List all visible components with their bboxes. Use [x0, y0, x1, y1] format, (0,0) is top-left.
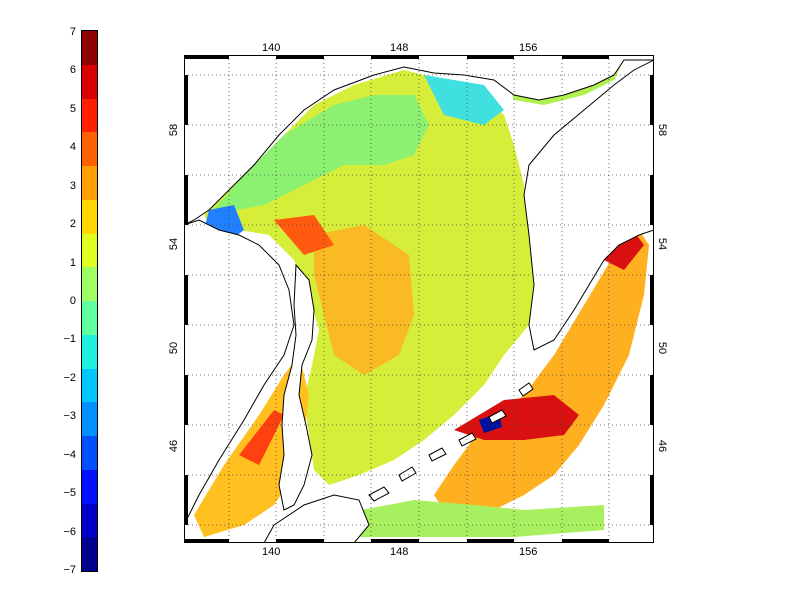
- colorbar-step: [82, 267, 97, 301]
- mainland-west: [184, 219, 295, 526]
- colorbar-tick-label: 1: [69, 256, 76, 269]
- kuril-islands: [368, 382, 534, 502]
- lon-label-top-140: 140: [262, 42, 281, 54]
- colorbar-step: [82, 166, 97, 200]
- colorbar-tick-label: −3: [63, 410, 76, 423]
- lat-label-left-50: 50: [168, 341, 181, 355]
- colorbar-step: [82, 368, 97, 403]
- hokkaido-island: [263, 494, 370, 543]
- colorbar-tick-label: 0: [69, 295, 76, 307]
- colorbar-step: [82, 64, 97, 99]
- okhotsk-north-cyan: [424, 75, 504, 125]
- colorbar-step: [82, 31, 97, 65]
- lat-label-right-46: 46: [656, 439, 669, 453]
- colorbar-tick-label: 7: [69, 26, 76, 38]
- lat-label-right-58: 58: [656, 123, 669, 137]
- pacific-south-strip: [334, 500, 604, 537]
- lat-label-left-46: 46: [168, 439, 181, 453]
- lon-label-bottom-148: 148: [390, 546, 409, 558]
- colorbar-tick-label: −1: [63, 333, 76, 346]
- sea-of-okhotsk-map: [184, 55, 654, 543]
- okhotsk-warm-core: [314, 225, 414, 375]
- colorbar-step: [82, 503, 97, 538]
- japan-sea-red-streak: [239, 410, 284, 465]
- colorbar-tick-label: 2: [69, 218, 76, 231]
- colorbar-step: [82, 402, 97, 436]
- colorbar-tick-label: 5: [69, 102, 76, 115]
- colorbar-tick-label: −7: [63, 564, 76, 576]
- kamchatka-peninsula: [523, 59, 654, 351]
- pacific-field: [434, 230, 649, 525]
- colorbar-step: [82, 469, 97, 504]
- colorbar-tick-label: −4: [63, 448, 76, 461]
- lon-label-bottom-156: 156: [519, 546, 538, 558]
- colorbar: [81, 30, 98, 572]
- siberia-coast: [184, 55, 654, 226]
- colorbar-tick-label: 4: [69, 141, 76, 154]
- colorbar-step: [82, 301, 97, 335]
- lat-label-left-54: 54: [168, 237, 181, 251]
- lon-label-top-156: 156: [519, 42, 538, 54]
- colorbar-tick-label: 6: [69, 64, 76, 77]
- colorbar-step: [82, 436, 97, 470]
- gridlines: [184, 55, 654, 543]
- sakhalin-island: [278, 263, 315, 511]
- lat-label-left-58: 58: [168, 123, 181, 137]
- okhotsk-north-green: [209, 95, 429, 215]
- lat-label-right-54: 54: [656, 237, 669, 251]
- land: [184, 55, 654, 543]
- lon-label-bottom-140: 140: [262, 546, 281, 558]
- colorbar-tick-label: −2: [63, 371, 76, 384]
- map-border: [184, 55, 654, 543]
- colorbar-step: [82, 199, 97, 234]
- colorbar-step: [82, 537, 97, 571]
- colorbar-step: [82, 132, 97, 166]
- colorbar-step: [82, 98, 97, 133]
- lat-label-right-50: 50: [656, 341, 669, 355]
- colorbar-tick-label: 3: [69, 179, 76, 192]
- colorbar-step: [82, 233, 97, 268]
- okhotsk-orange-streak: [274, 215, 334, 255]
- lon-label-top-148: 148: [390, 42, 409, 54]
- colorbar-tick-label: −5: [63, 487, 76, 500]
- colorbar-tick-label: −6: [63, 525, 76, 538]
- colorbar-step: [82, 334, 97, 369]
